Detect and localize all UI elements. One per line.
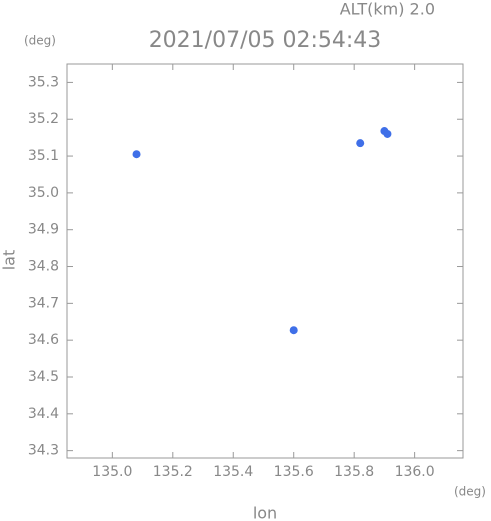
- y-unit: (deg): [24, 34, 56, 48]
- y-tick-label: 35.3: [28, 74, 59, 90]
- point: [383, 129, 392, 138]
- x-tick-label: 135.6: [274, 464, 314, 480]
- x-tick-label: 136.0: [395, 464, 435, 480]
- point: [356, 139, 365, 148]
- subtitle: ALT(km) 2.0: [340, 0, 435, 19]
- y-tick-label: 35.0: [28, 185, 59, 201]
- y-axis-label: lat: [0, 250, 19, 271]
- y-tick-label: 35.2: [28, 111, 59, 127]
- x-tick-label: 135.4: [213, 464, 253, 480]
- point: [289, 326, 298, 335]
- y-tick-label: 34.6: [28, 332, 59, 348]
- chart-title: 2021/07/05 02:54:43: [149, 28, 382, 53]
- x-tick-label: 135.2: [153, 464, 193, 480]
- y-tick-label: 34.8: [28, 259, 59, 275]
- y-tick-label: 34.3: [28, 443, 59, 459]
- point: [132, 150, 141, 159]
- x-tick-label: 135.8: [334, 464, 374, 480]
- x-tick-label: 135.0: [92, 464, 132, 480]
- y-tick-label: 34.5: [28, 369, 59, 385]
- plot-frame: [66, 63, 464, 459]
- y-tick-label: 35.1: [28, 148, 59, 164]
- x-axis-label: lon: [253, 504, 277, 521]
- y-tick-label: 34.9: [28, 222, 59, 238]
- x-unit: (deg): [454, 485, 486, 499]
- y-tick-label: 34.7: [28, 295, 59, 311]
- y-tick-label: 34.4: [28, 406, 59, 422]
